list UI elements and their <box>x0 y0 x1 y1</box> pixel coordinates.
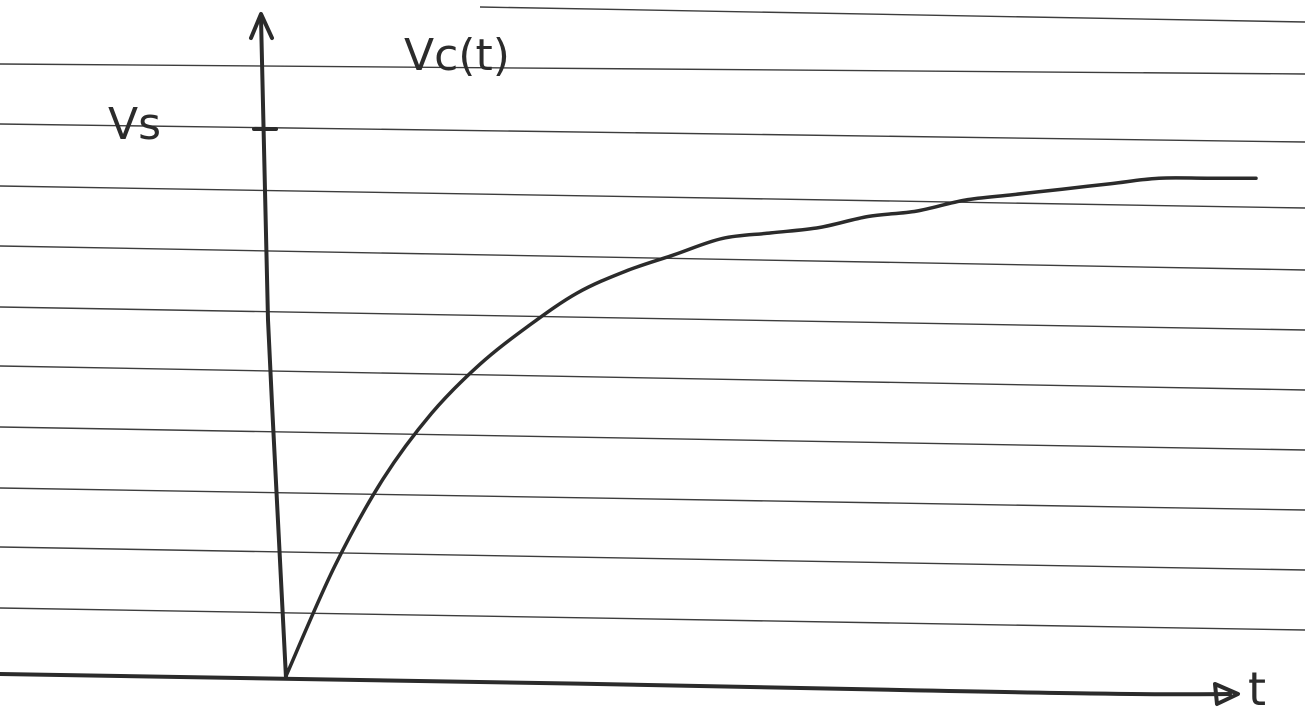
series-line <box>284 176 1258 678</box>
x-axis-label: t <box>1248 662 1266 711</box>
x-axis <box>0 672 1232 697</box>
ruled-lines <box>0 6 1305 631</box>
x-axis-arrowhead <box>1213 682 1240 706</box>
y-axis-arrowhead <box>249 12 274 40</box>
y-tick-label-vs: Vs <box>108 99 161 150</box>
y-axis <box>259 16 288 680</box>
y-axis-label: Vc(t) <box>404 30 510 81</box>
